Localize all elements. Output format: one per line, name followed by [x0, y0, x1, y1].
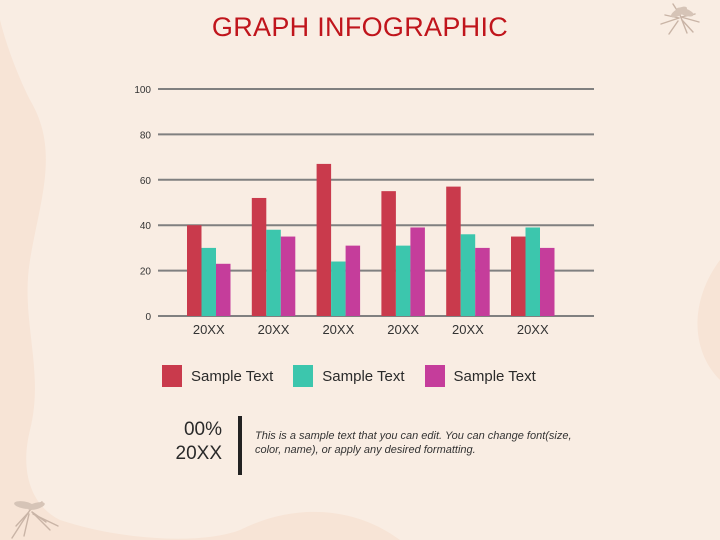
description-text: This is a sample text that you can edit.… [255, 430, 572, 456]
legend-label-3: Sample Text [453, 367, 536, 385]
legend-swatch-2 [293, 365, 314, 387]
legend-label-2: Sample Text [322, 367, 405, 385]
bar-series-3 [345, 245, 361, 316]
mosquito-icon [11, 501, 59, 539]
legend-label-1: Sample Text [191, 367, 274, 385]
stat-percent: 00% [183, 419, 222, 440]
legend-item-1: Sample Text [162, 365, 273, 387]
y-tick-label: 40 [140, 221, 152, 232]
bar-series-3 [475, 247, 490, 316]
bar-series-3 [540, 247, 555, 316]
bar-series-2 [331, 261, 346, 316]
x-tick-label: 20XX [517, 322, 549, 337]
x-tick-label: 20XX [452, 322, 484, 337]
y-tick-label: 20 [140, 267, 152, 278]
bar-series-2 [525, 227, 540, 316]
bar-series-2 [395, 245, 411, 316]
bar-series-3 [216, 263, 231, 316]
x-tick-label: 20XX [258, 322, 290, 337]
y-tick-label: 0 [145, 312, 151, 323]
stat-divider [238, 416, 242, 475]
bar-series-2 [266, 229, 281, 316]
bar-series-1 [316, 163, 332, 316]
bar-series-1 [251, 197, 267, 316]
legend-item-2: Sample Text [293, 365, 405, 387]
x-tick-label: 20XX [387, 322, 419, 337]
bar-chart: 0 20 40 60 80 100 20XX 20XX 20XX 20XX 20XX 20XX [134, 85, 594, 337]
legend-swatch-1 [162, 365, 182, 387]
bar-series-2 [201, 247, 216, 316]
bar-series-1 [187, 225, 202, 316]
y-tick-label: 80 [140, 130, 152, 141]
page-title: GRAPH INFOGRAPHIC [211, 12, 509, 42]
bar-series-1 [381, 191, 396, 316]
stat-year: 20XX [175, 443, 222, 464]
bar-series-2 [460, 234, 476, 316]
x-tick-label: 20XX [193, 322, 225, 337]
stat-block: 00% 20XX [150, 418, 222, 466]
legend-item-3: Sample Text [424, 365, 536, 387]
chart-legend: Sample Text Sample Text Sample Text [162, 365, 536, 387]
bar-series-3 [280, 236, 296, 316]
bar-series-1 [511, 236, 526, 316]
legend-swatch-3 [424, 365, 445, 387]
mosquito-icon [660, 3, 700, 35]
y-tick-label: 60 [140, 176, 152, 187]
bar-series-3 [410, 227, 425, 316]
bar-series-1 [446, 186, 461, 316]
x-tick-label: 20XX [322, 322, 354, 337]
y-tick-label: 100 [134, 85, 151, 96]
